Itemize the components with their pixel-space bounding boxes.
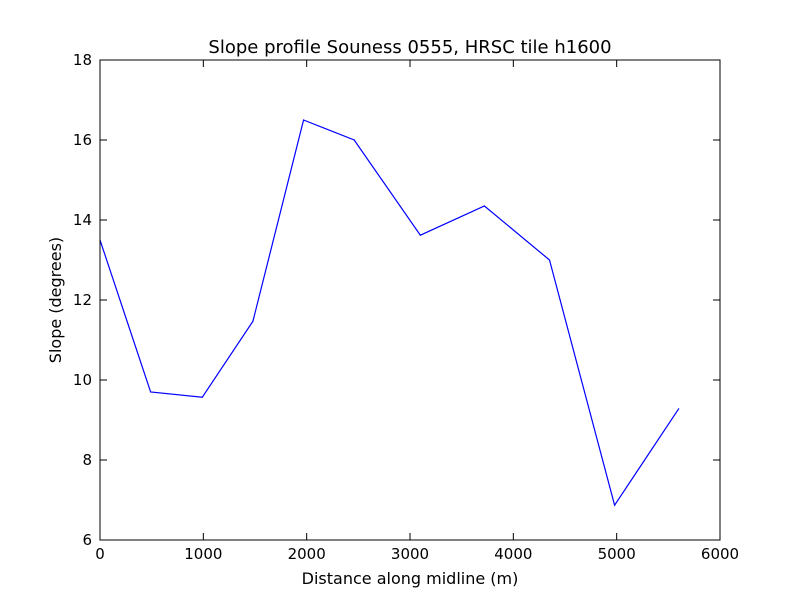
data-point	[252, 320, 254, 322]
data-point	[548, 259, 551, 261]
plot-frame	[99, 59, 721, 541]
data-point	[483, 205, 485, 207]
x-tick-label: 2000	[288, 545, 326, 563]
data-point	[419, 234, 421, 236]
data-point	[678, 408, 680, 410]
y-tick-label: 14	[73, 211, 92, 229]
x-tick-label: 1000	[184, 545, 222, 563]
y-tick-label: 16	[73, 131, 92, 149]
y-tick-label: 10	[73, 371, 92, 389]
x-tick-label: 0	[95, 545, 105, 563]
y-tick-label: 18	[73, 51, 92, 69]
chart-title: Slope profile Souness 0555, HRSC tile h1…	[208, 37, 611, 58]
x-tick-label: 6000	[701, 545, 739, 563]
series-line	[99, 119, 680, 507]
x-axis-title: Distance along midline (m)	[302, 569, 519, 588]
data-point	[150, 391, 152, 393]
x-tick-label: 4000	[494, 545, 532, 563]
data-point	[302, 119, 305, 121]
data-point	[614, 504, 616, 506]
y-tick-label: 6	[82, 531, 92, 549]
x-tick-label: 5000	[598, 545, 636, 563]
data-point	[201, 396, 203, 398]
y-tick-label: 8	[82, 451, 92, 469]
y-axis-title: Slope (degrees)	[46, 237, 65, 363]
data-point	[353, 139, 355, 141]
x-tick-label: 3000	[391, 545, 429, 563]
ticks-layer: 0 1000 2000 3000 4000 5000 6000 6 8 10 12 14 16 18	[73, 51, 739, 563]
y-tick-label: 12	[73, 291, 92, 309]
series-layer	[99, 119, 680, 507]
